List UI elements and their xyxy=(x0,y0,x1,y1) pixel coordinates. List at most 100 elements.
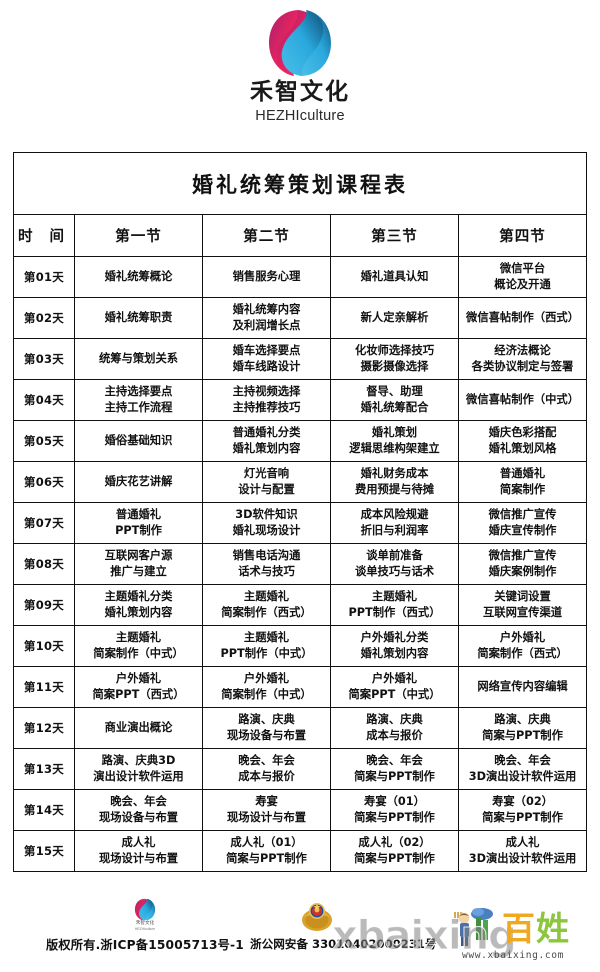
course-line: 销售服务心理 xyxy=(232,269,301,283)
course-line: 婚庆色彩搭配 xyxy=(488,425,557,439)
footer-logo-name-cn: 禾智文化 xyxy=(135,921,155,926)
course-line: 现场设备与布置 xyxy=(226,729,307,742)
course-cell: 谈单前准备 谈单技巧与话术 xyxy=(330,543,459,585)
footer-copyright-block: 禾智文化 HEZHIculture 版权所有.浙ICP备15005713号-1 xyxy=(20,898,270,953)
page-title: 婚礼统筹策划课程表 xyxy=(12,152,588,215)
course-line: 户外婚礼 xyxy=(243,671,290,685)
table-row: 第11天 户外婚礼 简案PPT（西式） 户外婚礼 简案制作（中式） 户外婚礼 简案PPT（中… xyxy=(13,666,588,708)
table-row: 第01天 婚礼统筹概论 销售服务心理 婚礼道具认知 微信平台 概论及开通 xyxy=(13,256,588,298)
course-cell: 成人礼 3D演出设计软件运用 xyxy=(457,830,588,872)
course-cell: 微信推广宣传 婚庆案例制作 xyxy=(457,543,588,585)
course-line: 及利润增长点 xyxy=(232,319,301,332)
course-line: 关键词设置 xyxy=(494,589,551,603)
course-line: 婚礼现场设计 xyxy=(232,524,301,537)
course-cell: 婚礼统筹内容 及利润增长点 xyxy=(202,297,331,339)
course-cell: 晚会、年会 成本与报价 xyxy=(202,748,331,790)
day-label: 第05天 xyxy=(13,420,75,462)
course-cell: 路演、庆典 现场设备与布置 xyxy=(202,707,331,749)
course-line: 路演、庆典 xyxy=(366,712,423,726)
table-row: 第06天 婚庆花艺讲解 灯光音响 设计与配置 婚礼财务成本 费用预提与待摊 普通婚礼 简案制作 xyxy=(13,461,588,503)
brand-name-en: HEZHIculture xyxy=(255,108,345,125)
course-cell: 寿宴 现场设计与布置 xyxy=(202,789,331,831)
course-cell: 晚会、年会 3D演出设计软件运用 xyxy=(457,748,588,790)
course-cell: 路演、庆典3D 演出设计软件运用 xyxy=(74,748,203,790)
course-line: 户外婚礼 xyxy=(115,671,162,685)
course-line: 婚礼策划内容 xyxy=(232,442,301,455)
column-header-section-1: 第一节 xyxy=(74,214,203,257)
course-cell: 微信推广宣传 婚庆宣传制作 xyxy=(457,502,588,544)
course-line: 现场设计与布置 xyxy=(226,811,307,824)
course-cell: 成人礼（02） 简案与PPT制作 xyxy=(330,830,459,872)
course-line: 晚会、年会 xyxy=(494,753,551,767)
table-row: 第03天 统筹与策划关系 婚车选择要点 婚车线路设计 化妆师选择技巧 摄影摄像选择 经济法概… xyxy=(13,338,588,380)
course-line: 婚礼道具认知 xyxy=(360,269,429,283)
day-label: 第12天 xyxy=(13,707,75,749)
course-cell: 3D软件知识 婚礼现场设计 xyxy=(202,502,331,544)
gov-record-text[interactable]: 浙公网安备 33010402000231号 xyxy=(250,937,437,951)
table-row: 第12天 商业演出概论 路演、庆典 现场设备与布置 路演、庆典 成本与报价 路演、庆典 简案与… xyxy=(13,707,588,749)
page-footer: 禾智文化 HEZHIculture 版权所有.浙ICP备15005713号-1 … xyxy=(0,896,600,972)
column-header-section-4: 第四节 xyxy=(457,214,588,257)
course-cell: 微信平台 概论及开通 xyxy=(457,256,588,298)
course-line: 互联网宣传渠道 xyxy=(482,606,563,619)
course-line: 微信喜帖制作（中式） xyxy=(466,392,580,406)
course-cell: 婚礼道具认知 xyxy=(330,256,459,298)
course-cell: 婚庆色彩搭配 婚礼策划风格 xyxy=(457,420,588,462)
course-cell: 普通婚礼 PPT制作 xyxy=(74,502,203,544)
course-cell: 户外婚礼 简案PPT（西式） xyxy=(74,666,203,708)
course-line: 简案制作（西式） xyxy=(221,606,312,619)
course-line: 主题婚礼 xyxy=(115,630,162,644)
course-line: 简案制作（中式） xyxy=(93,647,184,660)
table-row: 第15天 成人礼 现场设计与布置 成人礼（01） 简案与PPT制作 成人礼（02） 简案与P… xyxy=(13,830,588,872)
course-line: 成本与报价 xyxy=(366,729,423,742)
course-line: 督导、助理 xyxy=(366,384,423,398)
course-line: 婚礼策划内容 xyxy=(104,606,173,619)
course-line: 婚庆宣传制作 xyxy=(488,524,557,537)
course-line: 主持视频选择 xyxy=(232,384,301,398)
course-line: 普通婚礼分类 xyxy=(232,425,301,439)
course-line: 主持推荐技巧 xyxy=(232,401,301,414)
course-line: 婚礼策划风格 xyxy=(488,442,557,455)
course-cell: 互联网客户源 推广与建立 xyxy=(74,543,203,585)
course-line: 寿宴 xyxy=(255,794,278,808)
footer-logo-name-en: HEZHIculture xyxy=(134,926,156,931)
course-cell: 商业演出概论 xyxy=(74,707,203,749)
course-line: 简案制作（西式） xyxy=(477,647,568,660)
course-line: 婚庆案例制作 xyxy=(488,565,557,578)
course-line: 现场设计与布置 xyxy=(98,852,179,865)
course-line: 婚礼统筹概论 xyxy=(104,269,173,283)
hezhi-swirl-logo-icon xyxy=(269,10,331,76)
course-line: 设计与配置 xyxy=(238,483,295,496)
table-row: 第02天 婚礼统筹职责 婚礼统筹内容 及利润增长点 新人定亲解析 微信喜帖制作（西式） xyxy=(13,297,588,339)
course-cell: 微信喜帖制作（中式） xyxy=(457,379,588,421)
course-line: 主题婚礼 xyxy=(243,589,290,603)
course-line: 普通婚礼 xyxy=(115,507,162,521)
course-line: 婚礼财务成本 xyxy=(360,466,429,480)
course-line: 普通婚礼 xyxy=(499,466,546,480)
course-line: 成人礼 xyxy=(505,835,540,849)
course-line: 互联网客户源 xyxy=(104,548,173,562)
course-cell: 婚俗基础知识 xyxy=(74,420,203,462)
course-cell: 成人礼（01） 简案与PPT制作 xyxy=(202,830,331,872)
course-line: PPT制作 xyxy=(115,524,162,537)
day-label: 第02天 xyxy=(13,297,75,339)
course-cell: 成人礼 现场设计与布置 xyxy=(74,830,203,872)
table-row: 第10天 主题婚礼 简案制作（中式） 主题婚礼 PPT制作（中式） 户外婚礼分类 婚礼策划内… xyxy=(13,625,588,667)
course-line: 3D演出设计软件运用 xyxy=(468,852,577,865)
course-cell: 户外婚礼 简案制作（中式） xyxy=(202,666,331,708)
course-cell: 主题婚礼简案制作（中式） xyxy=(74,625,203,667)
course-cell: 网络宣传内容编辑 xyxy=(457,666,588,708)
table-row: 第04天 主持选择要点 主持工作流程 主持视频选择 主持推荐技巧 督导、助理 婚礼统筹配合微… xyxy=(13,379,588,421)
course-line: 摄影摄像选择 xyxy=(360,360,429,373)
course-cell: 销售电话沟通 话术与技巧 xyxy=(202,543,331,585)
course-line: 户外婚礼 xyxy=(499,630,546,644)
course-cell: 户外婚礼分类 婚礼策划内容 xyxy=(330,625,459,667)
table-row: 第05天 婚俗基础知识 普通婚礼分类 婚礼策划内容 婚礼策划 逻辑思维构架建立 婚庆色彩搭配… xyxy=(13,420,588,462)
course-line: 简案与PPT制作 xyxy=(482,811,563,824)
table-row: 第07天 普通婚礼 PPT制作 3D软件知识 婚礼现场设计 成本风险规避 折旧与利润率 微信推… xyxy=(13,502,588,544)
course-cell: 普通婚礼 简案制作 xyxy=(457,461,588,503)
course-line: 费用预提与待摊 xyxy=(354,483,435,496)
copyright-text[interactable]: 版权所有.浙ICP备15005713号-1 xyxy=(46,937,244,952)
course-line: 主题婚礼 xyxy=(243,630,290,644)
